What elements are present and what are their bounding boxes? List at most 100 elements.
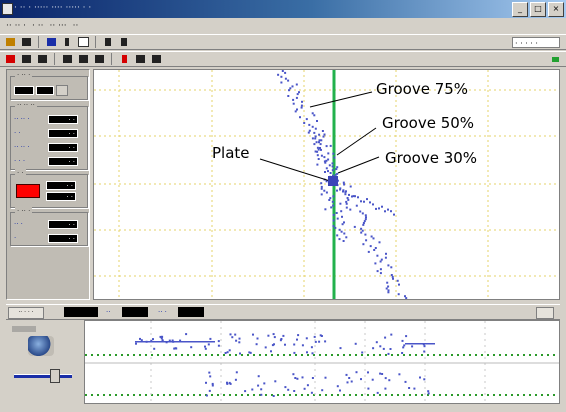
slider-thumb[interactable] [50,369,60,383]
zoom-icon[interactable] [133,53,147,65]
trace-point [288,89,290,92]
strip-point [229,333,232,336]
maximize-button[interactable]: □ [530,2,546,17]
stop-icon[interactable] [60,53,74,65]
dropdown-arrow-icon[interactable] [56,84,68,96]
color-value[interactable]: · · [46,192,76,201]
strip-point [244,390,247,393]
print-icon[interactable] [149,53,163,65]
setting-value[interactable]: · · [48,142,78,152]
trace-point [349,185,352,188]
trace-point [381,205,383,208]
strip-point [336,385,339,388]
chart-icon[interactable] [19,53,33,65]
strip-value [178,307,204,317]
strip-point [311,377,314,379]
trace-point [322,135,325,138]
trace-point [342,240,345,242]
group-color: · · · · · · [10,169,88,208]
trace-point [330,206,333,209]
close-button[interactable]: × [548,2,564,17]
menu-item[interactable]: ·· [72,21,79,31]
trace-point [325,180,328,183]
strip-point [274,380,277,383]
minimize-button[interactable]: _ [512,2,528,17]
trigger-value[interactable]: · · [48,233,78,243]
menu-item[interactable]: ·· ·· · [6,21,27,31]
trace-point [323,160,326,163]
trace-point [287,95,290,97]
strip-point [311,352,314,355]
strip-point [384,387,387,390]
trace-point [398,283,400,286]
strip-point [367,387,370,390]
marker-icon[interactable] [117,53,131,65]
menu-item[interactable]: ·· ··· [49,21,67,31]
strip-point [372,347,375,350]
strip-segment [135,341,215,343]
strip-point [306,384,309,387]
trace-point [379,260,382,263]
trace-point [384,256,387,259]
color-value[interactable]: · · [46,181,76,190]
strip-point [159,335,162,338]
input-selector[interactable] [14,85,34,95]
strip-point [204,347,207,350]
strip-point [292,373,295,376]
setting-value[interactable]: · · [48,156,78,166]
xy-plot[interactable]: Groove 75% Groove 50% Groove 30% Plate [93,69,560,300]
strip-menu-button[interactable] [536,307,554,319]
input-selector-2[interactable] [36,85,54,95]
trace-point [320,187,323,190]
strip-point [287,388,290,391]
trace-point [384,210,386,213]
strip-point [235,339,238,342]
trace-point [316,163,319,166]
leader-plate [259,158,331,182]
trace-point [387,285,390,288]
strip-tab[interactable]: ·· [106,308,111,316]
trace-point [295,83,298,86]
setting-value[interactable]: · · [48,114,78,124]
cursor-icon[interactable] [44,36,58,48]
zoom-select[interactable]: · · · · · [512,37,560,48]
strip-point [174,347,177,350]
grid-icon[interactable] [35,53,49,65]
table-icon[interactable] [76,53,90,65]
trace-point [277,73,280,76]
strip-point [324,376,327,379]
trace-point [376,254,379,257]
scope-icon[interactable] [92,53,106,65]
strip-point [273,336,276,339]
trace-point [317,148,320,151]
color-swatch[interactable] [16,184,40,198]
record-icon[interactable] [3,53,17,65]
trace-point [374,247,377,249]
window-title: · ·· · ····· ···· ····· · · [14,3,92,13]
trace-point [385,287,388,290]
save-icon[interactable] [19,36,33,48]
strip-tab[interactable]: ·· · [158,308,167,316]
strip-point [310,346,313,349]
open-icon[interactable] [3,36,17,48]
level-slider[interactable] [14,374,72,378]
trace-point [314,127,317,130]
flag-icon[interactable] [548,53,562,65]
strip-point [173,347,176,350]
menu-item[interactable]: · ·· [32,21,44,31]
trace-point [323,156,326,159]
strip-point [135,342,137,345]
strip-point [279,339,282,342]
trigger-value[interactable]: · · [48,219,78,229]
strip-trace [135,333,435,397]
page-icon[interactable] [76,36,90,48]
strip-tab[interactable]: ·· · · · [8,307,44,319]
probe-icon[interactable] [28,336,54,356]
select-icon[interactable] [60,36,74,48]
strip-point [401,352,404,354]
setting-value[interactable]: · · [48,128,78,138]
tool-icon[interactable] [101,36,115,48]
strip-point [301,376,304,379]
strip-chart[interactable] [84,320,560,404]
settings-icon[interactable] [117,36,131,48]
